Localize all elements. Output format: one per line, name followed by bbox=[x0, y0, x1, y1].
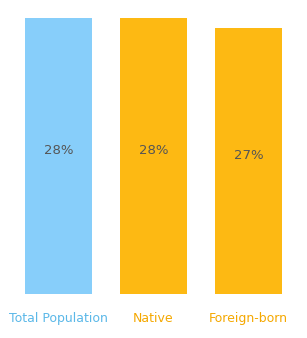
Text: 27%: 27% bbox=[234, 149, 263, 162]
Text: Total Population: Total Population bbox=[9, 312, 108, 325]
Text: Foreign-born: Foreign-born bbox=[209, 312, 288, 325]
Bar bbox=[120, 18, 187, 294]
Text: 28%: 28% bbox=[44, 144, 73, 157]
Bar bbox=[25, 18, 92, 294]
Text: 28%: 28% bbox=[139, 144, 168, 157]
Bar bbox=[215, 28, 282, 294]
Text: Native: Native bbox=[133, 312, 174, 325]
